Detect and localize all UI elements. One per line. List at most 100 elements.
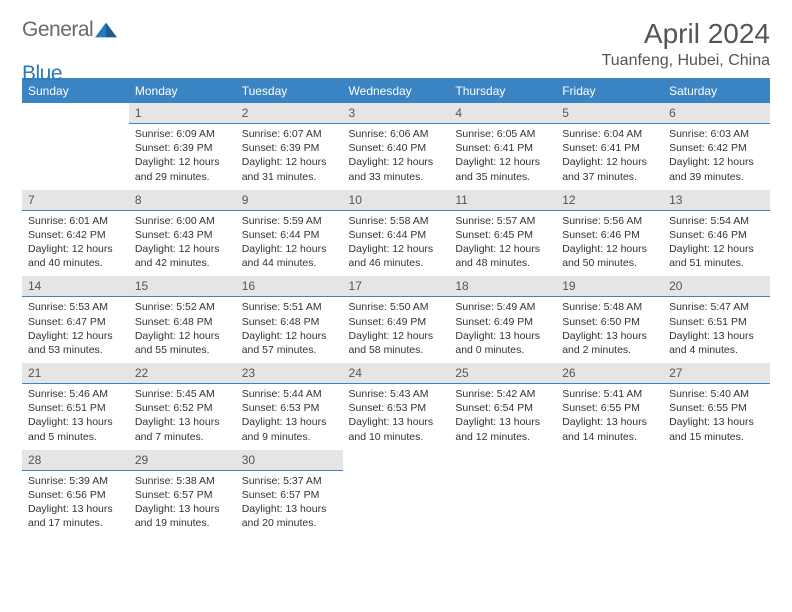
- calendar-cell: 11Sunrise: 5:57 AMSunset: 6:45 PMDayligh…: [449, 190, 556, 277]
- day-daylight2: and 44 minutes.: [242, 256, 337, 270]
- day-daylight2: and 58 minutes.: [349, 343, 444, 357]
- day-number: 5: [556, 103, 663, 124]
- day-sunset: Sunset: 6:43 PM: [135, 228, 230, 242]
- day-sunrise: Sunrise: 5:52 AM: [135, 300, 230, 314]
- day-details: Sunrise: 5:50 AMSunset: 6:49 PMDaylight:…: [343, 297, 450, 363]
- calendar-cell: 16Sunrise: 5:51 AMSunset: 6:48 PMDayligh…: [236, 276, 343, 363]
- day-daylight1: Daylight: 12 hours: [28, 329, 123, 343]
- calendar-cell: 15Sunrise: 5:52 AMSunset: 6:48 PMDayligh…: [129, 276, 236, 363]
- day-details: Sunrise: 5:46 AMSunset: 6:51 PMDaylight:…: [22, 384, 129, 450]
- day-daylight1: Daylight: 12 hours: [455, 155, 550, 169]
- day-daylight2: and 14 minutes.: [562, 430, 657, 444]
- day-daylight1: Daylight: 13 hours: [455, 329, 550, 343]
- day-details: Sunrise: 6:05 AMSunset: 6:41 PMDaylight:…: [449, 124, 556, 190]
- day-daylight1: Daylight: 13 hours: [135, 502, 230, 516]
- calendar-cell: 18Sunrise: 5:49 AMSunset: 6:49 PMDayligh…: [449, 276, 556, 363]
- day-daylight1: Daylight: 12 hours: [242, 329, 337, 343]
- day-sunrise: Sunrise: 5:58 AM: [349, 214, 444, 228]
- day-sunrise: Sunrise: 5:43 AM: [349, 387, 444, 401]
- calendar-table: Sunday Monday Tuesday Wednesday Thursday…: [22, 79, 770, 536]
- day-daylight2: and 31 minutes.: [242, 170, 337, 184]
- day-sunset: Sunset: 6:39 PM: [135, 141, 230, 155]
- day-sunset: Sunset: 6:55 PM: [669, 401, 764, 415]
- day-number: 29: [129, 450, 236, 471]
- calendar-cell: 12Sunrise: 5:56 AMSunset: 6:46 PMDayligh…: [556, 190, 663, 277]
- day-sunrise: Sunrise: 6:04 AM: [562, 127, 657, 141]
- day-daylight1: Daylight: 13 hours: [562, 415, 657, 429]
- weekday-header: Thursday: [449, 79, 556, 103]
- month-title: April 2024: [602, 18, 770, 50]
- day-sunset: Sunset: 6:52 PM: [135, 401, 230, 415]
- day-sunset: Sunset: 6:49 PM: [349, 315, 444, 329]
- day-details: Sunrise: 6:03 AMSunset: 6:42 PMDaylight:…: [663, 124, 770, 190]
- day-details: Sunrise: 5:45 AMSunset: 6:52 PMDaylight:…: [129, 384, 236, 450]
- day-number: 11: [449, 190, 556, 211]
- calendar-cell: 5Sunrise: 6:04 AMSunset: 6:41 PMDaylight…: [556, 103, 663, 190]
- day-sunset: Sunset: 6:40 PM: [349, 141, 444, 155]
- day-sunrise: Sunrise: 5:59 AM: [242, 214, 337, 228]
- day-sunrise: Sunrise: 5:46 AM: [28, 387, 123, 401]
- calendar-week-row: 28Sunrise: 5:39 AMSunset: 6:56 PMDayligh…: [22, 450, 770, 537]
- day-details: Sunrise: 5:53 AMSunset: 6:47 PMDaylight:…: [22, 297, 129, 363]
- calendar-cell: 23Sunrise: 5:44 AMSunset: 6:53 PMDayligh…: [236, 363, 343, 450]
- day-sunrise: Sunrise: 5:45 AM: [135, 387, 230, 401]
- calendar-cell: [449, 450, 556, 537]
- day-daylight1: Daylight: 12 hours: [669, 242, 764, 256]
- day-sunrise: Sunrise: 6:01 AM: [28, 214, 123, 228]
- day-details: Sunrise: 5:49 AMSunset: 6:49 PMDaylight:…: [449, 297, 556, 363]
- day-number: 4: [449, 103, 556, 124]
- day-number: 19: [556, 276, 663, 297]
- calendar-cell: 20Sunrise: 5:47 AMSunset: 6:51 PMDayligh…: [663, 276, 770, 363]
- day-number: 18: [449, 276, 556, 297]
- calendar-cell: 22Sunrise: 5:45 AMSunset: 6:52 PMDayligh…: [129, 363, 236, 450]
- title-block: April 2024 Tuanfeng, Hubei, China: [602, 18, 770, 70]
- calendar-cell: 3Sunrise: 6:06 AMSunset: 6:40 PMDaylight…: [343, 103, 450, 190]
- day-sunset: Sunset: 6:48 PM: [242, 315, 337, 329]
- day-sunrise: Sunrise: 5:50 AM: [349, 300, 444, 314]
- day-sunset: Sunset: 6:41 PM: [455, 141, 550, 155]
- day-details: Sunrise: 5:38 AMSunset: 6:57 PMDaylight:…: [129, 471, 236, 537]
- day-daylight2: and 46 minutes.: [349, 256, 444, 270]
- day-number: 8: [129, 190, 236, 211]
- day-number: 26: [556, 363, 663, 384]
- weekday-header: Saturday: [663, 79, 770, 103]
- calendar-cell: 27Sunrise: 5:40 AMSunset: 6:55 PMDayligh…: [663, 363, 770, 450]
- day-daylight1: Daylight: 12 hours: [28, 242, 123, 256]
- day-number: 7: [22, 190, 129, 211]
- day-daylight2: and 53 minutes.: [28, 343, 123, 357]
- calendar-week-row: 14Sunrise: 5:53 AMSunset: 6:47 PMDayligh…: [22, 276, 770, 363]
- day-daylight1: Daylight: 13 hours: [28, 502, 123, 516]
- day-daylight1: Daylight: 12 hours: [669, 155, 764, 169]
- day-daylight1: Daylight: 12 hours: [135, 329, 230, 343]
- day-number: 27: [663, 363, 770, 384]
- day-sunset: Sunset: 6:44 PM: [242, 228, 337, 242]
- day-daylight1: Daylight: 13 hours: [242, 415, 337, 429]
- day-daylight2: and 2 minutes.: [562, 343, 657, 357]
- day-details: Sunrise: 5:52 AMSunset: 6:48 PMDaylight:…: [129, 297, 236, 363]
- day-number: 3: [343, 103, 450, 124]
- day-sunset: Sunset: 6:48 PM: [135, 315, 230, 329]
- calendar-week-row: 7Sunrise: 6:01 AMSunset: 6:42 PMDaylight…: [22, 190, 770, 277]
- day-sunset: Sunset: 6:57 PM: [242, 488, 337, 502]
- logo-text-blue: Blue: [22, 62, 62, 86]
- day-sunset: Sunset: 6:51 PM: [669, 315, 764, 329]
- day-details: Sunrise: 5:57 AMSunset: 6:45 PMDaylight:…: [449, 211, 556, 277]
- day-daylight1: Daylight: 13 hours: [455, 415, 550, 429]
- day-sunset: Sunset: 6:50 PM: [562, 315, 657, 329]
- calendar-cell: 28Sunrise: 5:39 AMSunset: 6:56 PMDayligh…: [22, 450, 129, 537]
- day-daylight1: Daylight: 12 hours: [562, 242, 657, 256]
- day-details: Sunrise: 5:56 AMSunset: 6:46 PMDaylight:…: [556, 211, 663, 277]
- day-details: Sunrise: 5:47 AMSunset: 6:51 PMDaylight:…: [663, 297, 770, 363]
- day-daylight2: and 48 minutes.: [455, 256, 550, 270]
- calendar-cell: [663, 450, 770, 537]
- calendar-cell: 14Sunrise: 5:53 AMSunset: 6:47 PMDayligh…: [22, 276, 129, 363]
- day-number: 22: [129, 363, 236, 384]
- day-sunset: Sunset: 6:55 PM: [562, 401, 657, 415]
- day-daylight2: and 51 minutes.: [669, 256, 764, 270]
- header: General April 2024 Tuanfeng, Hubei, Chin…: [22, 18, 770, 70]
- calendar-week-row: 1Sunrise: 6:09 AMSunset: 6:39 PMDaylight…: [22, 103, 770, 190]
- day-sunrise: Sunrise: 5:38 AM: [135, 474, 230, 488]
- weekday-header-row: Sunday Monday Tuesday Wednesday Thursday…: [22, 79, 770, 103]
- day-details: Sunrise: 6:06 AMSunset: 6:40 PMDaylight:…: [343, 124, 450, 190]
- calendar-cell: 7Sunrise: 6:01 AMSunset: 6:42 PMDaylight…: [22, 190, 129, 277]
